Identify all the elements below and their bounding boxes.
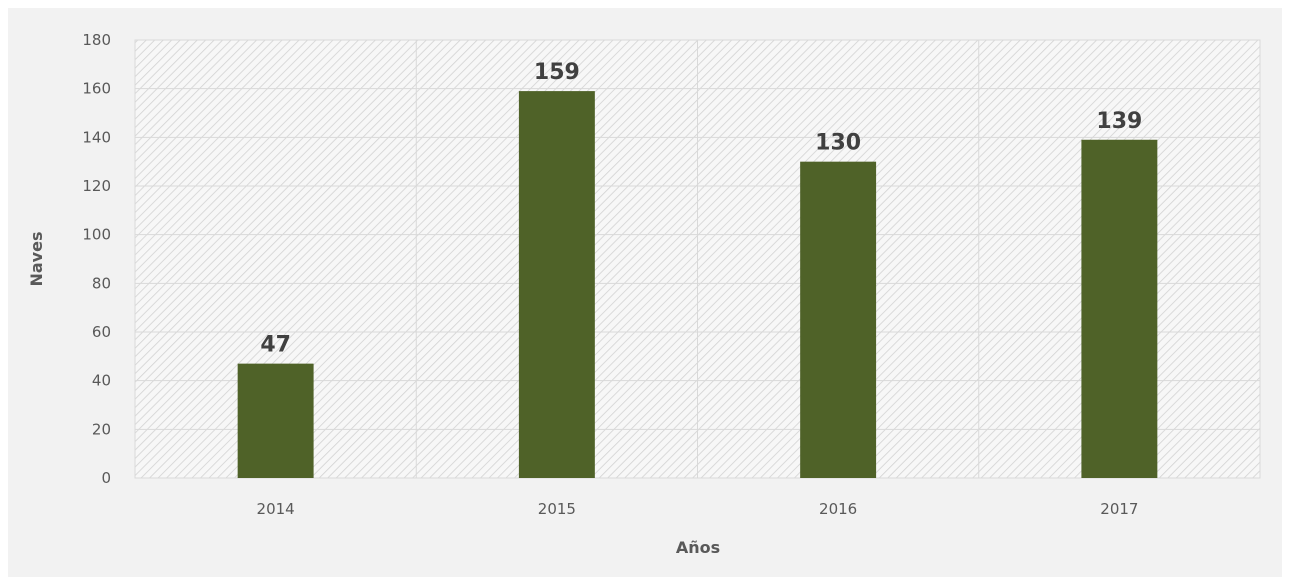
y-tick-label: 180 <box>82 31 111 49</box>
bars-group <box>237 91 1158 478</box>
y-tick-label: 100 <box>82 226 111 244</box>
bar-2014 <box>237 363 314 478</box>
y-tick-label: 60 <box>92 323 111 341</box>
y-tick-label: 20 <box>92 420 111 438</box>
y-tick-label: 80 <box>92 274 111 292</box>
y-tick-label: 160 <box>82 80 111 98</box>
x-axis-title: Años <box>676 538 720 557</box>
y-tick-label: 40 <box>92 372 111 390</box>
bar-2017 <box>1081 139 1158 478</box>
y-axis-ticks: 0 20 40 60 80 100 120 140 160 180 <box>82 31 111 487</box>
gridlines <box>135 39 1260 479</box>
chart-container: 0 20 40 60 80 100 120 140 160 180 2014 2015 2016 201… <box>8 8 1282 577</box>
y-tick-label: 120 <box>82 177 111 195</box>
x-axis-ticks: 2014 2015 2016 2017 <box>257 500 1139 518</box>
data-label-2015: 159 <box>534 60 580 85</box>
data-label-2014: 47 <box>260 333 291 358</box>
x-tick-label: 2015 <box>538 500 576 518</box>
bar-2016 <box>800 161 877 478</box>
x-tick-label: 2014 <box>257 500 295 518</box>
x-tick-label: 2016 <box>819 500 857 518</box>
x-tick-label: 2017 <box>1100 500 1138 518</box>
y-axis-title: Naves <box>27 232 46 287</box>
y-tick-label: 0 <box>101 469 111 487</box>
data-labels: 47 159 130 139 <box>260 60 1142 358</box>
data-label-2017: 139 <box>1096 109 1142 134</box>
bar-2015 <box>518 91 595 478</box>
y-tick-label: 140 <box>82 128 111 146</box>
data-label-2016: 130 <box>815 131 861 156</box>
